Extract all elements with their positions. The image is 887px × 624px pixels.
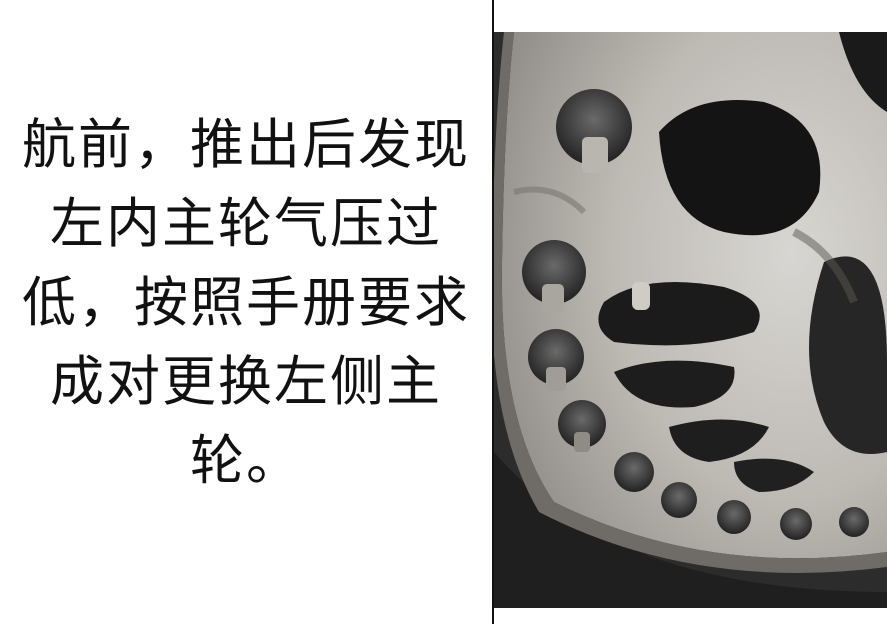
caption-line-4: 成对更换左侧主 (50, 349, 442, 413)
tire-sidewall (494, 452, 887, 608)
rim-opening-upper (839, 32, 887, 112)
caption-line-5: 轮。 (190, 428, 302, 492)
valve-stem (632, 282, 650, 310)
bolt (839, 507, 869, 537)
caption-panel: 航前，推出后发现 左内主轮气压过 低，按照手册要求 成对更换左侧主 轮。 (11, 105, 481, 500)
grime-streak (513, 186, 587, 215)
caption-text: 航前，推出后发现 左内主轮气压过 低，按照手册要求 成对更换左侧主 轮。 (11, 105, 481, 500)
wheel-illustration (494, 32, 887, 608)
caption-line-1: 航前，推出后发现 (22, 112, 470, 176)
rim-opening-low-2 (669, 419, 769, 462)
bolt-stud (546, 367, 566, 391)
caption-line-2: 左内主轮气压过 (50, 191, 442, 255)
bolt (528, 329, 584, 385)
rim-opening-low-3 (734, 458, 814, 492)
bolt (661, 482, 697, 518)
rim-opening-mid (598, 282, 760, 346)
hub-right-shadow (809, 256, 887, 454)
grime-streak (792, 228, 858, 304)
wheel-bolts (522, 89, 869, 540)
bolt-stud (542, 284, 564, 312)
vertical-divider (492, 0, 494, 624)
bolt-stud (582, 137, 608, 173)
bolt (558, 400, 606, 448)
rim-opening-low-1 (614, 360, 735, 408)
bolt (556, 89, 632, 165)
bolt (780, 508, 812, 540)
rim-opening-top (659, 100, 821, 236)
bolt (522, 240, 586, 304)
bolt-stud (574, 432, 590, 452)
bolt (614, 452, 654, 492)
bolt (717, 500, 751, 534)
caption-line-3: 低，按照手册要求 (22, 270, 470, 334)
wheel-photo (494, 32, 887, 608)
